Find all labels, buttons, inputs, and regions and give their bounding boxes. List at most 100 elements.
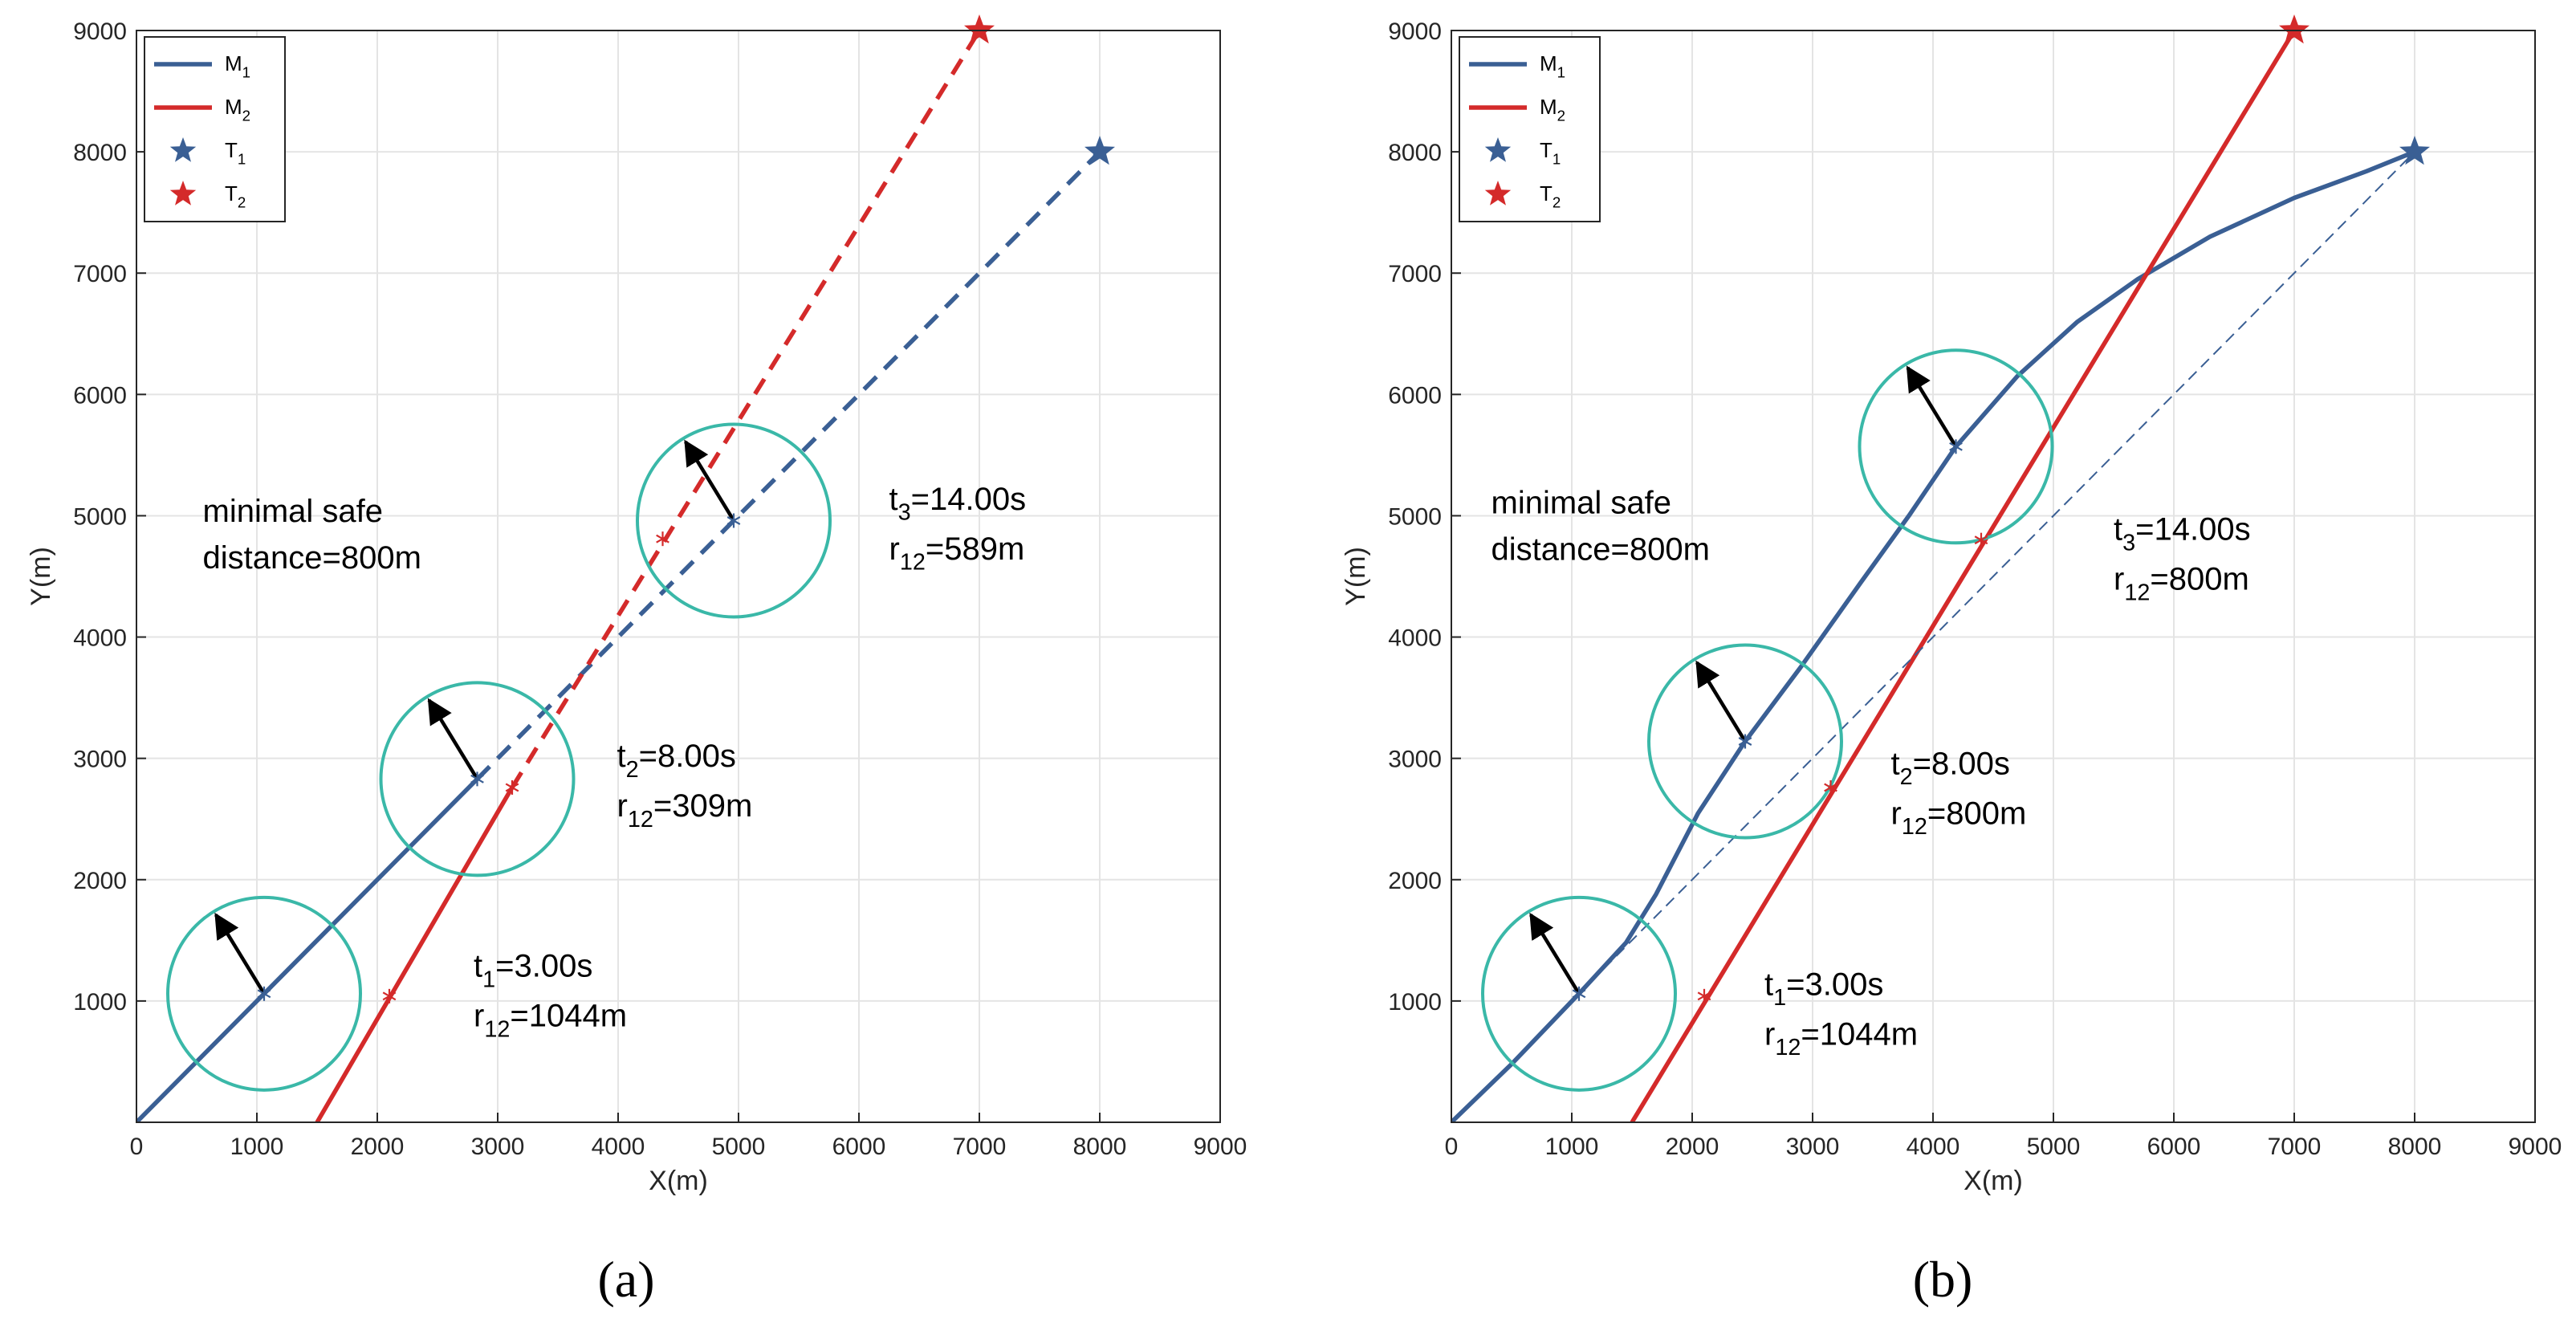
y-tick-label: 3000: [1388, 747, 1442, 773]
legend-label-t1: T1: [225, 138, 246, 167]
y-tick-label: 4000: [73, 625, 127, 652]
m2-position-2: [1824, 780, 1837, 795]
x-tick-label: 2000: [1666, 1134, 1719, 1160]
x-tick-label: 6000: [832, 1134, 886, 1160]
safe-note-line-2: distance=800m: [203, 540, 421, 576]
y-tick-label: 2000: [73, 868, 127, 894]
y-tick-label: 3000: [73, 747, 127, 773]
distance-label-1: r12=1044m: [1764, 1016, 1918, 1060]
safe-note-line-1: minimal safe: [1491, 485, 1672, 520]
target-t2: [964, 14, 995, 44]
heading-arrow-2: [1695, 660, 1747, 743]
x-tick-label: 1000: [230, 1134, 284, 1160]
time-label-3: t3=14.00s: [2114, 512, 2251, 556]
y-tick-label: 2000: [1388, 868, 1442, 894]
legend-label-t1: T1: [1540, 138, 1561, 167]
distance-label-2: r12=800m: [1891, 796, 2027, 840]
legend-star-t2: [1484, 181, 1512, 206]
x-tick-label: 1000: [1545, 1134, 1599, 1160]
snapshot-group: [1481, 348, 2054, 1092]
safety-circle-3: [1858, 348, 2054, 545]
safety-circle-2: [1647, 643, 1843, 840]
distance-label-3: r12=800m: [2114, 562, 2249, 606]
y-tick-label: 7000: [1388, 261, 1442, 287]
series-line-m1: [1451, 149, 2416, 1122]
snapshot-group: [166, 422, 832, 1092]
heading-arrow-1: [214, 912, 266, 995]
x-tick-label: 6000: [2147, 1134, 2201, 1160]
series-line-m1: [136, 777, 479, 1122]
time-label-1: t1=3.00s: [474, 949, 592, 993]
legend: M1 M2 T1 T2: [1459, 36, 1601, 222]
legend-label-m1: M1: [1540, 51, 1565, 80]
x-tick-label: 7000: [2268, 1134, 2322, 1160]
y-tick-label: 8000: [73, 140, 127, 166]
legend-label-t2: T2: [225, 181, 246, 210]
legend-label-m2: M2: [225, 95, 250, 124]
target-t1: [1085, 136, 1115, 165]
y-tick-label: 9000: [1388, 18, 1442, 45]
distance-label-3: r12=589m: [889, 531, 1025, 576]
time-label-2: t2=8.00s: [1891, 746, 2010, 790]
x-tick-label: 0: [130, 1134, 144, 1160]
y-tick-label: 7000: [73, 261, 127, 287]
series-group: [136, 31, 1101, 1122]
series-line-m1-nominal: [1578, 151, 2415, 995]
legend: M1 M2 T1 T2: [144, 36, 286, 222]
x-tick-label: 4000: [592, 1134, 645, 1160]
time-label-1: t1=3.00s: [1764, 967, 1883, 1011]
axes-frame: [136, 30, 1221, 1123]
safety-circle-1: [166, 895, 362, 1092]
x-tick-label: 5000: [712, 1134, 766, 1160]
x-tick-label: 2000: [351, 1134, 405, 1160]
x-tick-label: 9000: [2509, 1134, 2562, 1160]
y-axis-label: Y(m): [26, 547, 56, 606]
panel-b: t1=3.00s r12=1044m t2=8.00s r12=800m t3=14.0…: [1341, 14, 2562, 1196]
m2-position-1: [1697, 988, 1711, 1003]
legend-box: [1459, 36, 1601, 222]
x-tick-label: 5000: [2027, 1134, 2081, 1160]
y-tick-label: 4000: [1388, 625, 1442, 652]
panel-a: t1=3.00s r12=1044m t2=8.00s r12=309m t3=14.0…: [26, 14, 1247, 1196]
y-tick-label: 6000: [73, 382, 127, 409]
y-tick-label: 1000: [1388, 989, 1442, 1016]
x-tick-label: 3000: [471, 1134, 525, 1160]
y-tick-label: 9000: [73, 18, 127, 45]
m1-position-3: [726, 513, 741, 528]
m1-position-1: [257, 986, 271, 1001]
legend-label-m1: M1: [225, 51, 250, 80]
legend-star-t1: [1484, 137, 1512, 162]
y-tick-label: 5000: [1388, 503, 1442, 530]
m1-position-1: [1572, 986, 1586, 1001]
x-axis-label: X(m): [649, 1166, 708, 1196]
x-tick-label: 0: [1445, 1134, 1459, 1160]
legend-star-t2: [169, 181, 197, 206]
series-line-m2: [1630, 31, 2297, 1122]
distance-label-1: r12=1044m: [474, 999, 627, 1043]
heading-arrow-3: [684, 439, 735, 522]
m2-position-3: [1974, 532, 1988, 547]
safety-circle-2: [379, 681, 576, 877]
time-label-3: t3=14.00s: [889, 482, 1027, 526]
legend-star-t1: [169, 137, 197, 162]
x-tick-label: 7000: [953, 1134, 1007, 1160]
m2-position-2: [505, 780, 519, 795]
target-t1: [2399, 136, 2430, 165]
y-tick-label: 5000: [73, 503, 127, 530]
y-tick-label: 6000: [1388, 382, 1442, 409]
heading-arrow-1: [1529, 912, 1581, 995]
m1-position-2: [470, 771, 484, 787]
series-line-m2-planned: [510, 31, 982, 789]
x-axis-label: X(m): [1964, 1166, 2023, 1196]
y-tick-label: 1000: [73, 989, 127, 1016]
time-label-2: t2=8.00s: [617, 739, 736, 783]
safe-note-line-2: distance=800m: [1491, 531, 1710, 567]
y-tick-label: 8000: [1388, 140, 1442, 166]
x-tick-label: 8000: [2388, 1134, 2442, 1160]
m1-position-3: [1949, 439, 1963, 454]
m2-position-1: [382, 988, 397, 1003]
x-tick-label: 8000: [1073, 1134, 1127, 1160]
legend-label-t2: T2: [1540, 181, 1561, 210]
safety-circle-3: [636, 422, 832, 619]
